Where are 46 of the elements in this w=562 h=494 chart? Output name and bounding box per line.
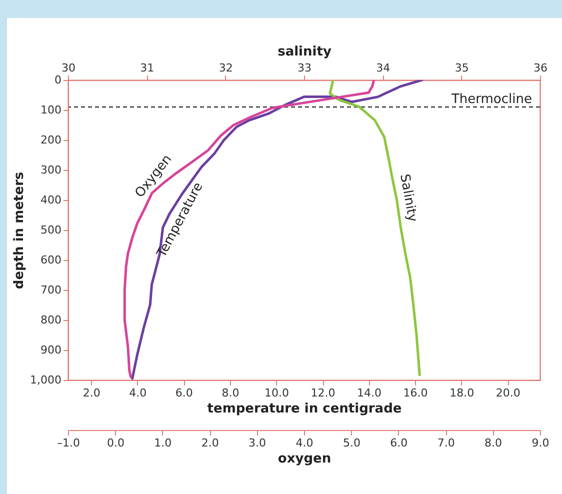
y-tick-label: 500 [40, 224, 62, 236]
y-tick-label: 200 [40, 134, 62, 146]
y-tick-label: 900 [40, 344, 62, 356]
x2-tick-label: 33 [298, 62, 312, 74]
y-tick-label: 700 [40, 284, 62, 296]
x-tick-label: 7.0 [437, 436, 455, 450]
x-axis-title: temperature in centigrade [207, 402, 402, 416]
x-tick-label: 4.0 [296, 436, 314, 450]
y-tick-label: 300 [40, 164, 62, 176]
y-tick-label: 800 [40, 314, 62, 326]
x-tick-label: –1.0 [57, 436, 80, 450]
x-tick-label: 16.0 [403, 386, 428, 400]
x-tick-label: 8.0 [484, 436, 502, 450]
x2-tick-label: 34 [376, 62, 390, 74]
x-tick-label: 8.0 [222, 386, 240, 400]
x2-tick-label: 36 [534, 62, 548, 74]
y-tick-label: 100 [40, 104, 62, 116]
x-tick-label: 9.0 [532, 436, 550, 450]
x-tick-label: 5.0 [342, 436, 360, 450]
x2-tick-label: 31 [140, 62, 154, 74]
x-tick-label: 14.0 [357, 386, 382, 400]
x-tick-label: 2.0 [201, 436, 219, 450]
x-tick-label: 4.0 [129, 386, 147, 400]
y-tick-label: 400 [40, 194, 62, 206]
x-tick-label: 18.0 [450, 386, 474, 400]
x-tick-label: 10.0 [264, 386, 289, 400]
x-tick-label: 1.0 [154, 436, 172, 450]
x-tick-label: 0.0 [106, 436, 124, 450]
x-axis-title: oxygen [278, 452, 332, 466]
y-tick-label: 0 [54, 74, 62, 86]
y-tick-label: 1,000 [30, 374, 62, 386]
x-tick-label: 2.0 [82, 386, 100, 400]
text: Salinity [396, 173, 420, 224]
x2-axis-title: salinity [278, 44, 332, 60]
x2-tick-label: 32 [218, 62, 233, 74]
x-tick-label: 12.0 [310, 386, 336, 400]
line-series [131, 80, 424, 380]
x-tick-label: 3.0 [248, 436, 266, 450]
x-tick-label: 6.0 [175, 386, 193, 400]
x-tick-label: 20.0 [496, 386, 520, 400]
x2-tick-label: 30 [62, 62, 76, 74]
y-axis-title: depth in meters [12, 172, 28, 290]
y-tick-label: 600 [40, 254, 62, 266]
ref-line-label: Thermocline [450, 92, 532, 107]
x2-tick-label: 35 [454, 62, 469, 74]
x-tick-label: 6.0 [390, 436, 408, 450]
